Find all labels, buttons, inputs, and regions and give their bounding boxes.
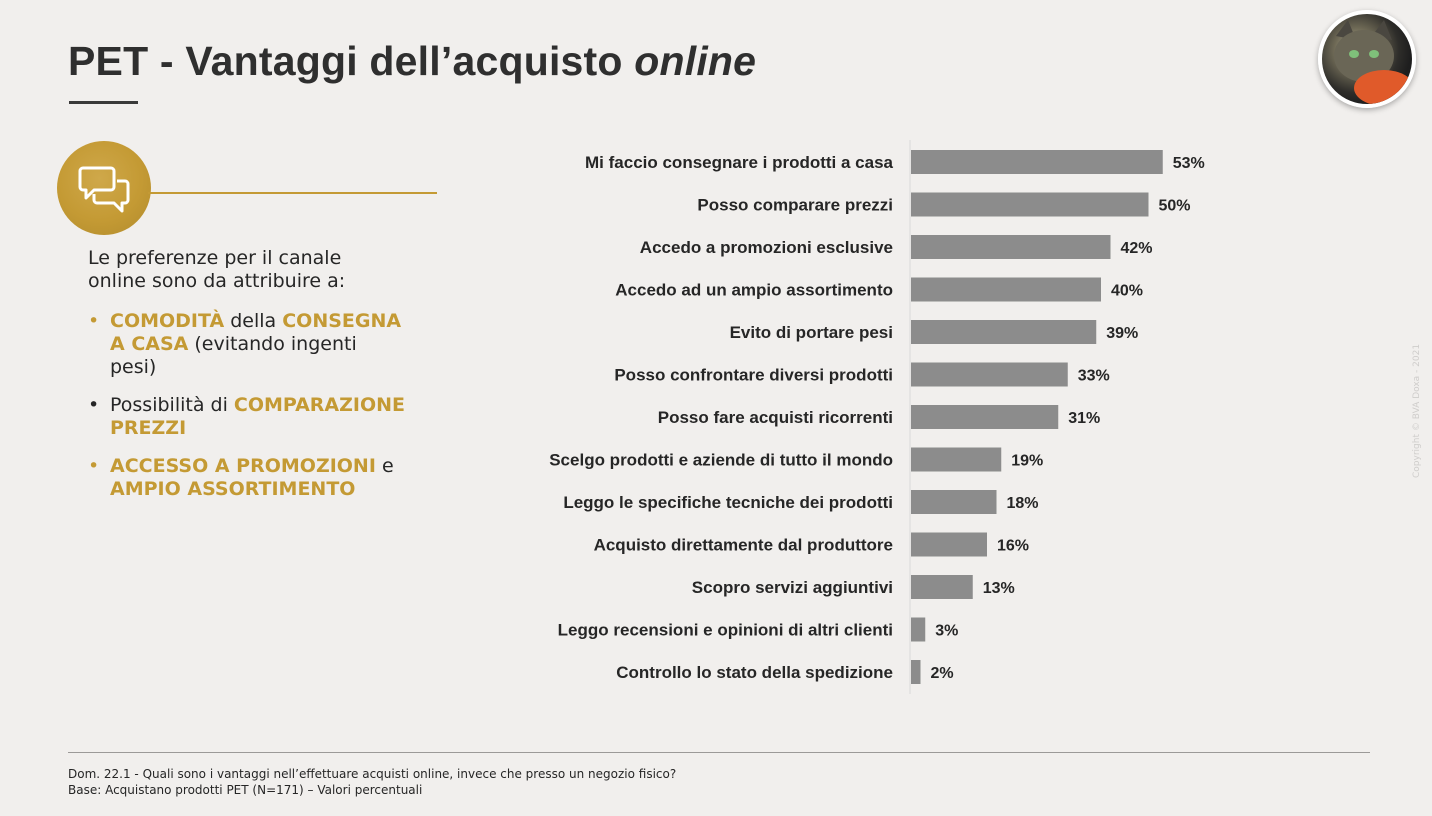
- bar: [911, 362, 1068, 387]
- insight-highlight: AMPIO ASSORTIMENTO: [110, 478, 356, 500]
- category-label: Leggo recensioni e opinioni di altri cli…: [558, 621, 893, 640]
- category-label: Evito di portare pesi: [730, 323, 893, 342]
- title-underline: [69, 101, 138, 104]
- bar: [911, 617, 926, 642]
- bar: [911, 405, 1059, 429]
- value-label: 42%: [1121, 240, 1153, 257]
- category-label: Posso fare acquisti ricorrenti: [658, 408, 893, 427]
- category-label: Scopro servizi aggiuntivi: [692, 578, 893, 597]
- value-label: 39%: [1106, 325, 1138, 342]
- bullet-dot: •: [88, 310, 100, 332]
- value-label: 18%: [1007, 495, 1039, 512]
- value-label: 3%: [935, 623, 958, 640]
- category-label: Accedo a promozioni esclusive: [640, 238, 893, 257]
- insight-list: • COMODITÀ della CONSEGNA A CASA (evitan…: [88, 310, 408, 516]
- category-label: Acquisto direttamente dal produttore: [594, 536, 893, 555]
- title-main: PET - Vantaggi dell’acquisto: [68, 38, 635, 84]
- bar: [911, 235, 1111, 259]
- bar: [911, 277, 1101, 302]
- bar: [911, 447, 1002, 472]
- value-label: 40%: [1111, 283, 1143, 300]
- gold-divider: [148, 192, 437, 194]
- bullet-dot: •: [88, 455, 100, 477]
- title-italic: online: [634, 38, 757, 84]
- value-label: 53%: [1173, 155, 1205, 172]
- value-label: 16%: [997, 538, 1029, 555]
- footnote-question: Dom. 22.1 - Quali sono i vantaggi nell’e…: [68, 767, 677, 781]
- intro-text: Le preferenze per il canale online sono …: [88, 247, 346, 292]
- insight-item: • COMODITÀ della CONSEGNA A CASA (evitan…: [88, 310, 408, 379]
- insight-item: • ACCESSO A PROMOZIONI e AMPIO ASSORTIME…: [88, 455, 408, 501]
- category-label: Posso confrontare diversi prodotti: [614, 366, 893, 385]
- insight-highlight: COMODITÀ: [110, 310, 225, 332]
- insight-highlight: ACCESSO A PROMOZIONI: [110, 455, 376, 477]
- bar: [911, 192, 1149, 217]
- value-label: 33%: [1078, 368, 1110, 385]
- insight-text: Possibilità di: [110, 394, 234, 416]
- footnote: Dom. 22.1 - Quali sono i vantaggi nell’e…: [68, 766, 676, 798]
- bar: [911, 150, 1163, 174]
- category-label: Scelgo prodotti e aziende di tutto il mo…: [549, 451, 893, 470]
- page-title: PET - Vantaggi dell’acquisto online: [68, 38, 756, 85]
- insight-text: (evitando ingenti pesi): [110, 333, 357, 378]
- cat-photo-avatar: [1318, 10, 1416, 108]
- bar: [911, 532, 987, 557]
- bar: [911, 490, 997, 514]
- bar: [911, 320, 1097, 344]
- value-label: 13%: [983, 580, 1015, 597]
- insight-text: e: [375, 455, 394, 477]
- insight-text: della: [224, 310, 283, 332]
- bullet-dot: •: [88, 394, 100, 416]
- bar: [911, 660, 921, 684]
- bar: [911, 575, 973, 599]
- category-label: Accedo ad un ampio assortimento: [615, 281, 893, 300]
- footer-divider: [68, 752, 1370, 753]
- value-label: 2%: [931, 665, 954, 682]
- value-label: 31%: [1068, 410, 1100, 427]
- value-label: 19%: [1011, 453, 1043, 470]
- insight-highlight: COMPARAZIONE PREZZI: [110, 394, 405, 439]
- value-label: 50%: [1159, 198, 1191, 215]
- category-label: Leggo le specifiche tecniche dei prodott…: [563, 493, 893, 512]
- category-label: Posso comparare prezzi: [697, 196, 893, 215]
- insight-item: • Possibilità di COMPARAZIONE PREZZI: [88, 394, 408, 440]
- speech-bubbles-icon: [57, 141, 151, 235]
- category-label: Controllo lo stato della spedizione: [616, 663, 893, 682]
- footnote-base: Base: Acquistano prodotti PET (N=171) – …: [68, 783, 423, 797]
- insight-highlight: CONSEGNA A CASA: [110, 310, 402, 355]
- category-label: Mi faccio consegnare i prodotti a casa: [585, 153, 894, 172]
